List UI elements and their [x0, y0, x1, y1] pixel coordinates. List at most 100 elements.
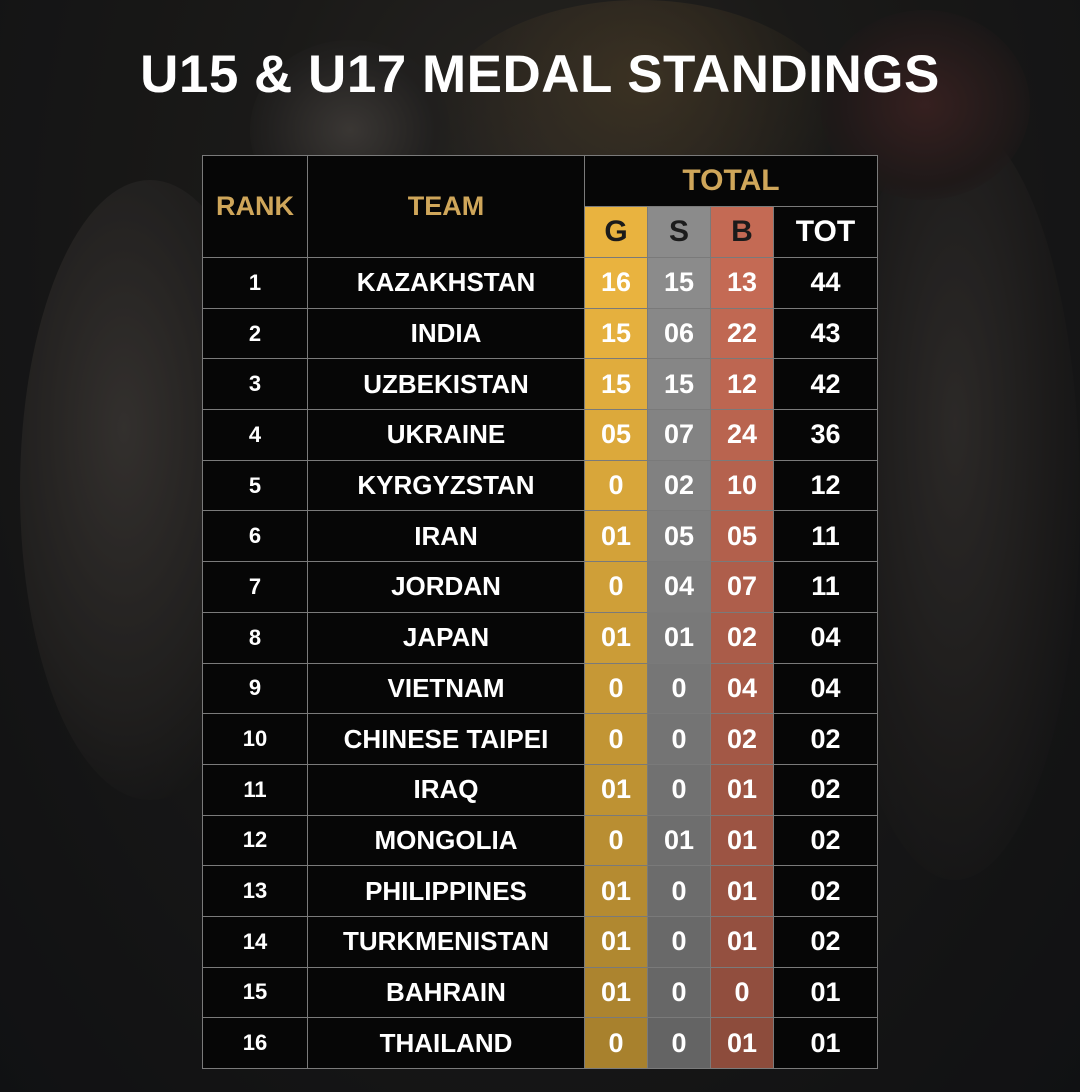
table-row: 8 JAPAN 01 01 02 04 [202, 611, 878, 664]
gold-count: 0 [584, 561, 648, 613]
team-name: VIETNAM [307, 662, 585, 715]
header-gold: G [584, 206, 648, 258]
total-count: 11 [773, 510, 878, 563]
rank-cell: 1 [202, 257, 308, 309]
header-silver: S [647, 206, 711, 258]
team-name: CHINESE TAIPEI [307, 713, 585, 765]
bronze-count: 01 [710, 865, 774, 917]
table-row: 13 PHILIPPINES 01 0 01 02 [202, 865, 878, 917]
total-count: 43 [773, 307, 878, 360]
gold-count: 01 [584, 915, 648, 968]
header-tot: TOT [773, 206, 878, 258]
team-name: IRAQ [307, 763, 585, 816]
silver-count: 05 [647, 510, 711, 563]
total-count: 02 [773, 763, 878, 816]
bronze-count: 02 [710, 713, 774, 765]
bronze-count: 07 [710, 561, 774, 613]
rank-cell: 5 [202, 459, 308, 512]
header-bronze: B [710, 206, 774, 258]
team-name: UZBEKISTAN [307, 358, 585, 411]
total-count: 42 [773, 358, 878, 411]
team-name: PHILIPPINES [307, 865, 585, 917]
gold-count: 01 [584, 763, 648, 816]
silver-count: 04 [647, 561, 711, 613]
team-name: JAPAN [307, 611, 585, 664]
bronze-count: 01 [710, 1017, 774, 1069]
gold-count: 15 [584, 358, 648, 411]
total-count: 01 [773, 966, 878, 1019]
table-row: 2 INDIA 15 06 22 43 [202, 307, 878, 360]
rank-cell: 14 [202, 915, 308, 968]
team-name: MONGOLIA [307, 814, 585, 867]
total-count: 12 [773, 459, 878, 512]
page-title: U15 & U17 MEDAL STANDINGS [140, 45, 940, 104]
rank-cell: 11 [202, 763, 308, 816]
table-row: 10 CHINESE TAIPEI 0 0 02 02 [202, 713, 878, 765]
bronze-count: 24 [710, 409, 774, 461]
rank-cell: 7 [202, 561, 308, 613]
bronze-count: 01 [710, 915, 774, 968]
table-row: 15 BAHRAIN 01 0 0 01 [202, 966, 878, 1019]
gold-count: 0 [584, 459, 648, 512]
team-name: UKRAINE [307, 409, 585, 461]
table-row: 12 MONGOLIA 0 01 01 02 [202, 814, 878, 867]
total-count: 01 [773, 1017, 878, 1069]
silver-count: 0 [647, 713, 711, 765]
bronze-count: 05 [710, 510, 774, 563]
bronze-count: 04 [710, 662, 774, 715]
silver-count: 02 [647, 459, 711, 512]
gold-count: 01 [584, 966, 648, 1019]
rank-cell: 10 [202, 713, 308, 765]
total-count: 11 [773, 561, 878, 613]
total-count: 02 [773, 915, 878, 968]
rank-cell: 2 [202, 307, 308, 360]
team-name: IRAN [307, 510, 585, 563]
bronze-count: 01 [710, 814, 774, 867]
silver-count: 0 [647, 763, 711, 816]
silver-count: 01 [647, 611, 711, 664]
table-row: 5 KYRGYZSTAN 0 02 10 12 [202, 459, 878, 512]
gold-count: 01 [584, 865, 648, 917]
gold-count: 01 [584, 611, 648, 664]
rank-cell: 4 [202, 409, 308, 461]
silver-count: 0 [647, 915, 711, 968]
bronze-count: 0 [710, 966, 774, 1019]
total-count: 02 [773, 814, 878, 867]
total-count: 02 [773, 713, 878, 765]
gold-count: 05 [584, 409, 648, 461]
gold-count: 15 [584, 307, 648, 360]
silver-count: 15 [647, 257, 711, 309]
silver-count: 0 [647, 966, 711, 1019]
team-name: KYRGYZSTAN [307, 459, 585, 512]
bronze-count: 13 [710, 257, 774, 309]
rank-cell: 9 [202, 662, 308, 715]
table-row: 7 JORDAN 0 04 07 11 [202, 561, 878, 613]
rank-cell: 16 [202, 1017, 308, 1069]
header-rank: RANK [202, 155, 308, 258]
table-row: 14 TURKMENISTAN 01 0 01 02 [202, 915, 878, 968]
medal-standings-table: RANK TEAM TOTAL G S B TOT 1 KAZAKHSTAN 16 1… [202, 155, 878, 1069]
rank-cell: 3 [202, 358, 308, 411]
bronze-count: 02 [710, 611, 774, 664]
rank-cell: 15 [202, 966, 308, 1019]
team-name: INDIA [307, 307, 585, 360]
total-count: 44 [773, 257, 878, 309]
total-count: 04 [773, 611, 878, 664]
table-row: 4 UKRAINE 05 07 24 36 [202, 409, 878, 461]
rank-cell: 13 [202, 865, 308, 917]
team-name: THAILAND [307, 1017, 585, 1069]
table-row: 9 VIETNAM 0 0 04 04 [202, 662, 878, 715]
silver-count: 0 [647, 865, 711, 917]
gold-count: 0 [584, 713, 648, 765]
rank-cell: 6 [202, 510, 308, 563]
bronze-count: 01 [710, 763, 774, 816]
silver-count: 0 [647, 662, 711, 715]
silver-count: 15 [647, 358, 711, 411]
table-row: 16 THAILAND 0 0 01 01 [202, 1017, 878, 1069]
header-total: TOTAL [584, 155, 878, 207]
bronze-count: 12 [710, 358, 774, 411]
total-count: 04 [773, 662, 878, 715]
team-name: BAHRAIN [307, 966, 585, 1019]
table-row: 11 IRAQ 01 0 01 02 [202, 763, 878, 816]
gold-count: 0 [584, 1017, 648, 1069]
